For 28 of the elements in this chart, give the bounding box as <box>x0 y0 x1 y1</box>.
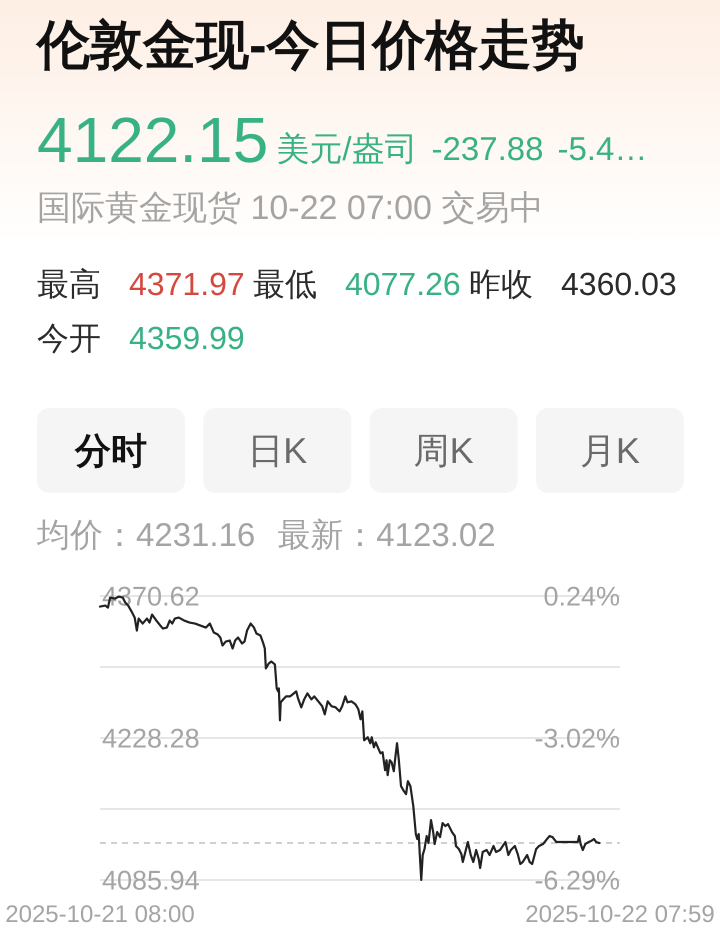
button-label: 分时 <box>75 430 147 471</box>
x-tick-label: 2025-10-22 07:59 <box>525 901 715 928</box>
subtitle: 国际黄金现货 10-22 07:00 交易中 <box>37 189 544 227</box>
title: 伦敦金现-今日价格走势 <box>37 16 585 75</box>
button-label: 日K <box>247 430 308 471</box>
y2-tick-label: -6.29% <box>534 866 620 896</box>
annotation: 4122.15 <box>37 104 268 176</box>
annotation: 4360.03 <box>561 266 677 302</box>
y2-tick-label: 0.24% <box>543 582 620 612</box>
annotation: 均价：4231.16 <box>37 516 256 553</box>
annotation: 最高 <box>37 266 101 302</box>
annotation: 4359.99 <box>129 320 245 356</box>
annotation: 4077.26 <box>345 266 461 302</box>
annotation: -5.4… <box>557 130 648 167</box>
annotation: 4371.97 <box>129 266 245 302</box>
annotation: 今开 <box>37 320 101 356</box>
y-tick-label: 4370.62 <box>102 582 200 612</box>
y-tick-label: 4228.28 <box>102 724 200 754</box>
y-tick-label: 4085.94 <box>102 866 200 896</box>
x-tick-label: 2025-10-21 08:00 <box>5 901 195 928</box>
button-label: 周K <box>414 430 474 471</box>
annotation: 最低 <box>253 266 317 302</box>
annotation: 最新：4123.02 <box>277 516 496 553</box>
annotation: 昨收 <box>469 266 533 302</box>
y2-tick-label: -3.02% <box>534 724 620 754</box>
annotation: -237.88 <box>432 130 544 167</box>
annotation: 美元/盎司 <box>276 130 418 167</box>
button-label: 月K <box>580 430 640 471</box>
